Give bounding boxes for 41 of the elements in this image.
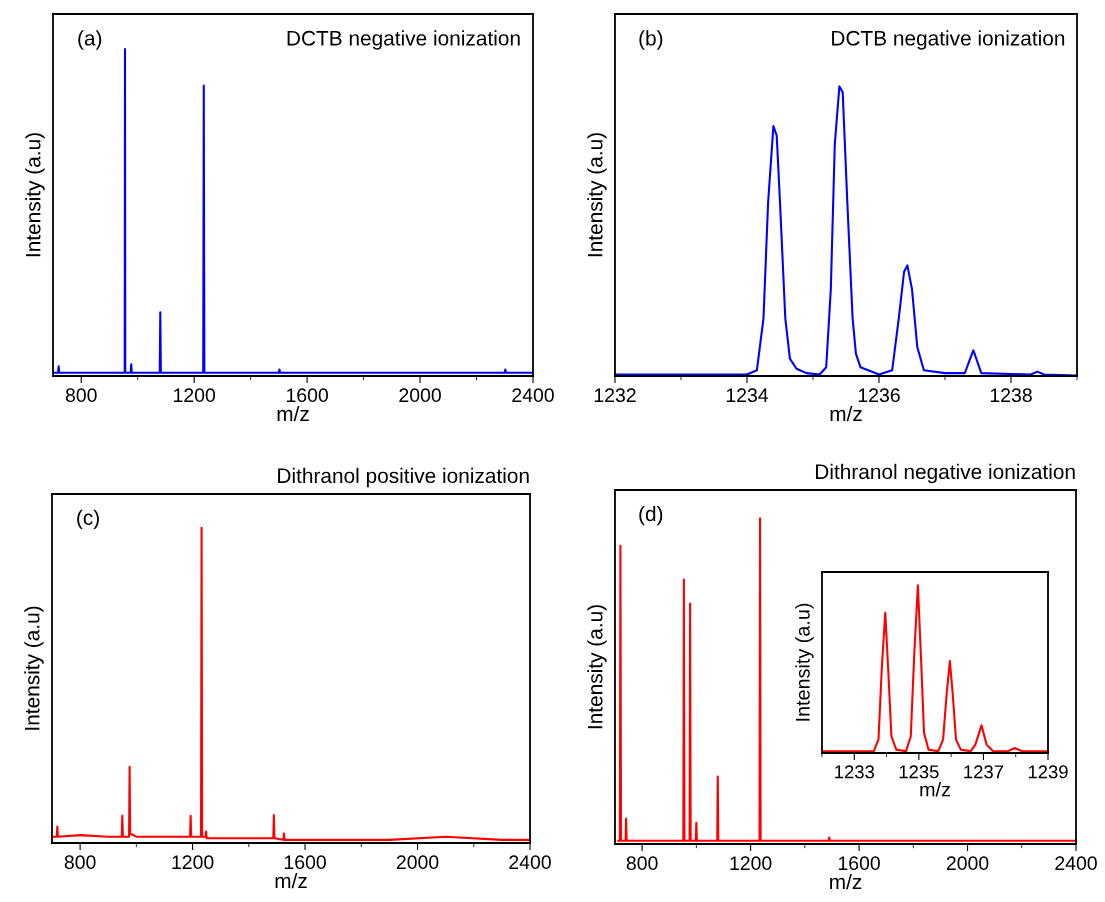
y-axis-title: Intensity (a.u) — [587, 605, 607, 729]
x-tick-label: 1235 — [899, 765, 939, 779]
x-tick-label: 2400 — [512, 388, 554, 403]
x-tick-label: 1600 — [286, 388, 328, 403]
text: DCTB negative ionization — [832, 30, 1065, 50]
y-axis-title: Intensity (a.u) — [587, 133, 607, 257]
x-axis-title: m/z — [830, 873, 862, 890]
x-tick-label: 800 — [64, 855, 96, 870]
x-axis-title: m/z — [830, 405, 862, 422]
x-tick-label: 1239 — [1028, 765, 1068, 779]
y-axis-title: Intensity (a.u) — [25, 133, 45, 257]
x-tick-label: 1238 — [990, 388, 1032, 403]
chart-title: Dithranol negative ionization — [815, 463, 1075, 484]
x-tick-label: 2400 — [1055, 856, 1097, 871]
x-axis-title: m/z — [277, 405, 309, 422]
annotation: (a) — [78, 30, 102, 50]
annotation: (c) — [77, 509, 99, 530]
annotation: DCTB negative ionization — [287, 30, 520, 50]
x-tick-label: 2000 — [946, 856, 989, 871]
x-tick-label: 1237 — [964, 765, 1004, 779]
x-tick-label: 1233 — [835, 765, 875, 779]
x-tick-label: 1200 — [174, 388, 216, 403]
x-tick-label: 1232 — [594, 388, 636, 403]
x-tick-label: 1600 — [284, 855, 326, 870]
y-axis-title: Intensity (a.u) — [795, 603, 814, 721]
x-tick-label: 1200 — [730, 856, 772, 871]
x-tick-label: 1234 — [726, 388, 769, 403]
x-tick-label: 2000 — [399, 388, 441, 403]
x-axis-title: m/z — [920, 782, 950, 797]
annotation: (d) — [639, 505, 663, 526]
x-tick-label: 1200 — [172, 855, 214, 870]
x-tick-label: 1600 — [838, 856, 880, 871]
x-tick-label: 800 — [626, 856, 658, 871]
x-tick-label: 2400 — [509, 855, 551, 870]
text: (b) — [639, 30, 663, 50]
x-tick-label: 2000 — [396, 855, 439, 870]
x-tick-label: 1236 — [858, 388, 900, 403]
chart-title: Dithranol positive ionization — [278, 467, 529, 488]
y-axis-title: Intensity (a.u) — [24, 606, 44, 730]
x-tick-label: 800 — [65, 388, 97, 403]
x-axis-title: m/z — [275, 872, 307, 889]
